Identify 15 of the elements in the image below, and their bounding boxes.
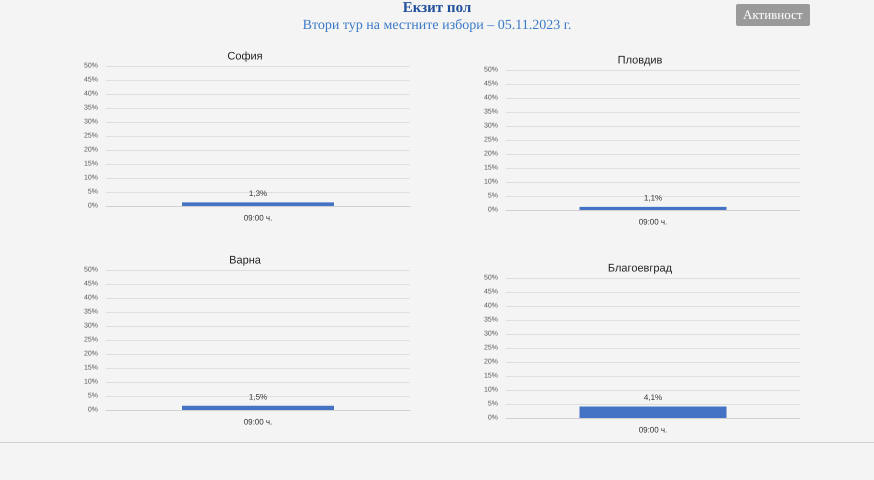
data-label: 1,5% [248,392,268,402]
x-tick-label: 09:00 ч. [638,426,668,434]
text: Екзит пол [402,0,472,16]
text: Втори тур на местните избори – 05.11.2023 г. [302,18,572,33]
x-tick-label: 09:00 ч. [638,218,668,226]
chart-title: Пловдив [618,54,662,66]
chart-title: Варна [229,254,262,266]
text: Активност [736,4,810,26]
chart-title: София [227,50,263,62]
data-label: 1,3% [248,188,268,198]
data-label: 4,1% [644,393,662,402]
chart-title: Благоевград [608,262,673,274]
data-label: 1,1% [644,193,662,202]
x-tick-label: 09:00 ч. [244,214,272,222]
x-tick-label: 09:00 ч. [244,418,272,426]
